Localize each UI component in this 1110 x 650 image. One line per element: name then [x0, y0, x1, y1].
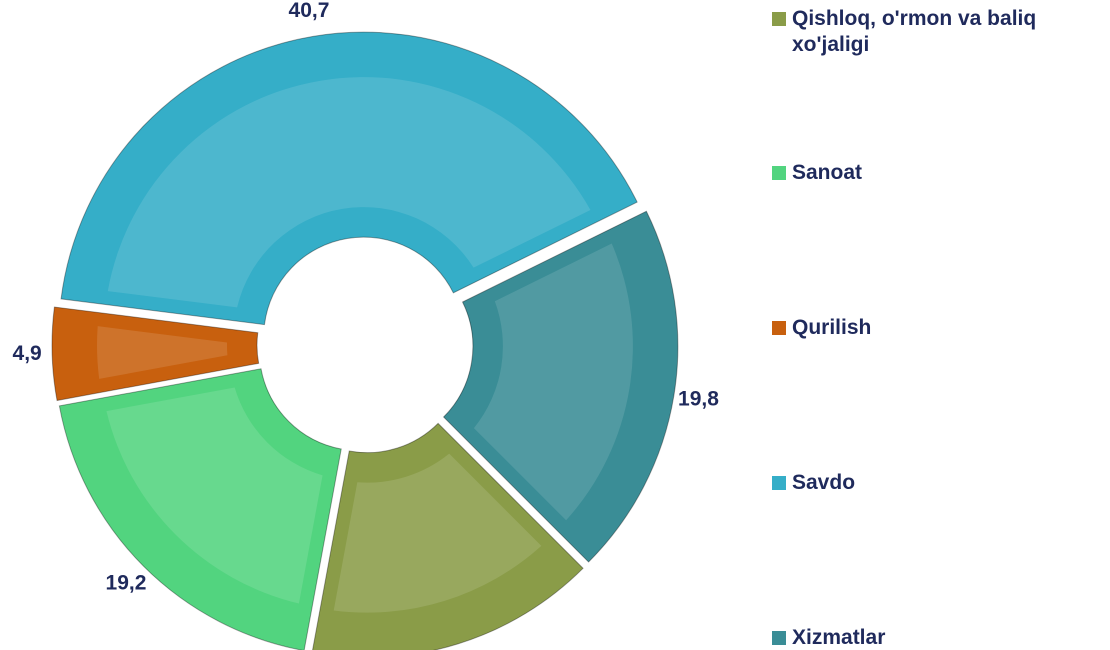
legend-item: Qurilish [772, 315, 1102, 341]
slice [51, 306, 260, 402]
slice [60, 31, 638, 326]
value-label: 19,8 [678, 388, 719, 411]
slice-bevel [333, 453, 542, 613]
legend-item: Qishloq, o'rmon va baliq xo'jaligi [772, 6, 1102, 58]
slice-bevel [97, 326, 228, 379]
slice-bevel [107, 77, 591, 308]
legend-label: Sanoat [792, 161, 863, 184]
slice [312, 422, 584, 650]
legend-swatch [772, 631, 786, 645]
value-label: 4,9 [13, 342, 42, 365]
legend-item: Sanoat [772, 160, 1102, 186]
slice-bevel [473, 243, 633, 521]
value-label: 19,2 [106, 572, 147, 595]
legend-label: Qurilish [792, 316, 872, 339]
legend-item: Savdo [772, 470, 1102, 496]
legend-swatch [772, 12, 786, 26]
legend-swatch [772, 166, 786, 180]
value-label: 40,7 [289, 0, 330, 22]
slice-bevel [106, 387, 323, 604]
slice [442, 210, 679, 563]
legend-label: Qishloq, o'rmon va baliq xo'jaligi [792, 7, 1037, 56]
donut-hole [267, 247, 463, 443]
donut: 15,419,24,940,719,8 [13, 0, 719, 650]
legend-label: Xizmatlar [792, 626, 886, 649]
legend-label: Savdo [792, 471, 856, 494]
slice [58, 368, 342, 650]
legend-item: Xizmatlar [772, 625, 1102, 650]
legend-swatch [772, 321, 786, 335]
legend-swatch [772, 476, 786, 490]
